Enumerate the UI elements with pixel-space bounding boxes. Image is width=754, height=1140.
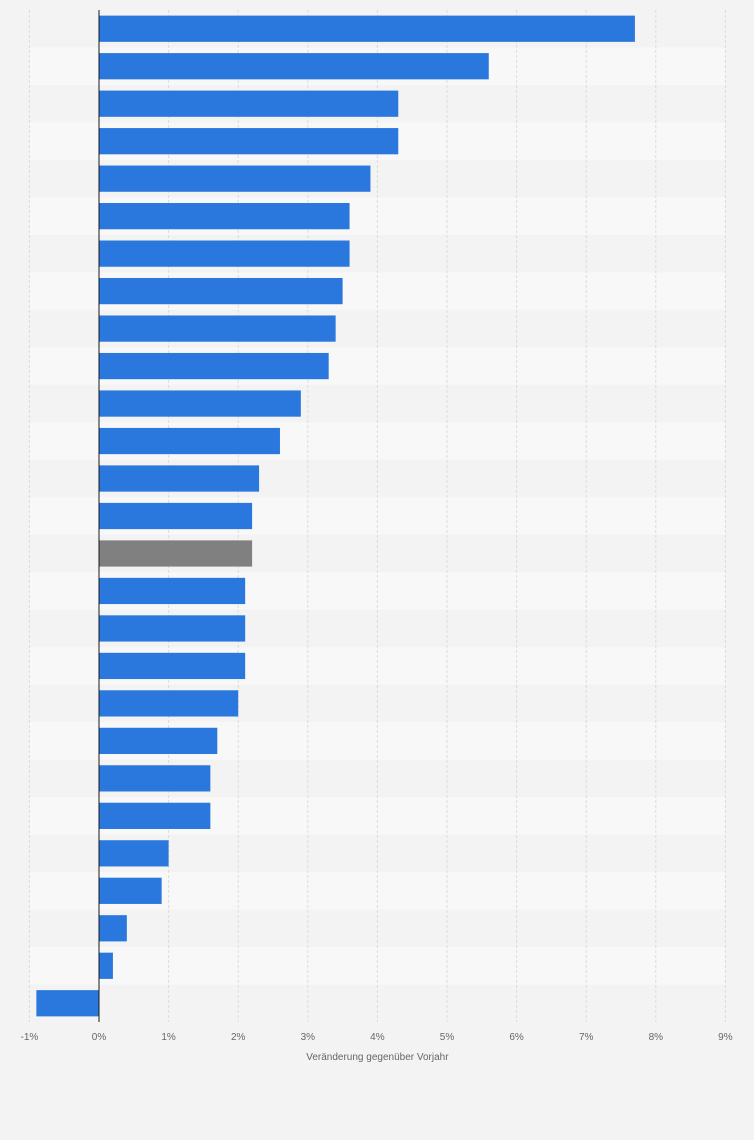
bar[interactable]: [36, 990, 99, 1017]
bar[interactable]: [99, 203, 350, 230]
bar[interactable]: [99, 577, 246, 605]
x-tick-label: 1%: [161, 1032, 176, 1043]
bar[interactable]: [99, 427, 280, 455]
bar[interactable]: [99, 90, 399, 117]
bar[interactable]: [99, 15, 635, 42]
bar-series: [36, 15, 635, 1017]
x-tick-label: 4%: [370, 1032, 385, 1043]
x-tick-label: 5%: [440, 1032, 455, 1043]
bar[interactable]: [99, 240, 350, 267]
x-tick-label: 8%: [649, 1032, 664, 1043]
bar[interactable]: [99, 615, 246, 642]
bar[interactable]: [99, 53, 489, 80]
bar[interactable]: [99, 915, 127, 942]
x-tick-label: 3%: [301, 1032, 316, 1043]
bar[interactable]: [99, 840, 169, 867]
x-tick-label: -1%: [21, 1032, 39, 1043]
x-tick-label: 0%: [92, 1032, 107, 1043]
bar[interactable]: [99, 727, 218, 755]
bar[interactable]: [99, 952, 113, 979]
bar[interactable]: [99, 465, 260, 492]
bar[interactable]: [99, 540, 253, 567]
bar[interactable]: [99, 802, 211, 829]
bar[interactable]: [99, 352, 329, 380]
bar[interactable]: [99, 765, 211, 792]
x-tick-label: 7%: [579, 1032, 594, 1043]
bar[interactable]: [99, 652, 246, 680]
bar[interactable]: [99, 877, 162, 904]
bar[interactable]: [99, 315, 336, 342]
x-tick-label: 2%: [231, 1032, 246, 1043]
x-axis-title: Veränderung gegenüber Vorjahr: [306, 1052, 449, 1063]
bar[interactable]: [99, 390, 301, 417]
bar[interactable]: [99, 690, 239, 717]
bar[interactable]: [99, 165, 371, 192]
x-tick-label: 6%: [509, 1032, 524, 1043]
bar[interactable]: [99, 128, 399, 155]
bar[interactable]: [99, 502, 253, 530]
x-tick-label: 9%: [718, 1032, 733, 1043]
bar[interactable]: [99, 277, 343, 305]
x-axis-ticks: -1% 0% 1% 2% 3% 4% 5% 6% 7% 8% 9%: [21, 1032, 733, 1043]
